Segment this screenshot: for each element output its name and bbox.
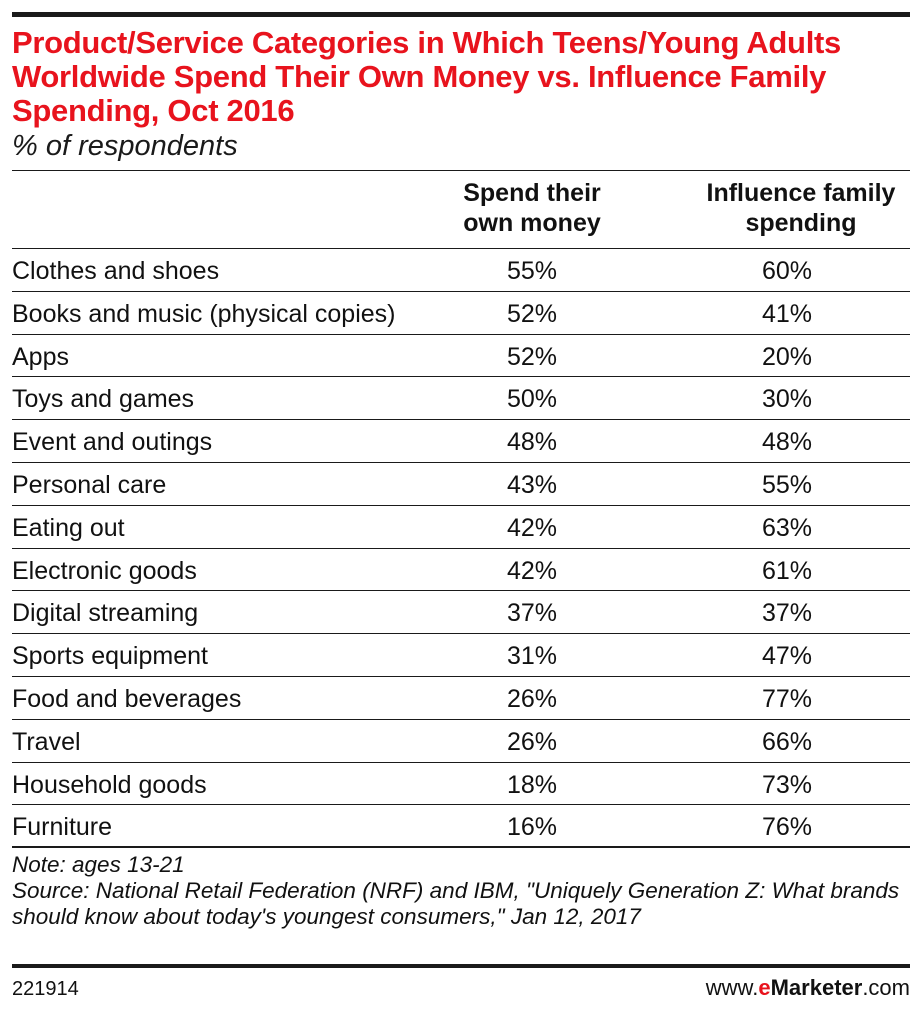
spend-value: 52%: [506, 342, 558, 371]
influence-value: 66%: [761, 727, 813, 756]
chart-id: 221914: [12, 978, 79, 1000]
spend-value: 16%: [506, 813, 558, 842]
row-label: Books and music (physical copies): [12, 299, 396, 328]
row-label: Food and beverages: [12, 684, 242, 713]
chart-frame: Product/Service Categories in Which Teen…: [12, 12, 910, 1000]
table-row: Travel 26% 66%: [12, 720, 910, 763]
row-label: Clothes and shoes: [12, 257, 220, 285]
influence-value: 76%: [761, 813, 813, 842]
influence-value: 37%: [761, 599, 813, 628]
brand-e: e: [758, 975, 771, 1000]
spend-value: 50%: [506, 385, 558, 414]
notes: Note: ages 13-21 Source: National Retail…: [12, 852, 910, 930]
table-body: Clothes and shoes 55% 60% Books and music (…: [12, 249, 910, 849]
source-text: Source: National Retail Federation (NRF)…: [12, 878, 900, 929]
spend-value: 26%: [506, 727, 558, 756]
table-row: Electronic goods 42% 61%: [12, 549, 910, 592]
table-header: Spend their own money Influence family s…: [12, 170, 910, 249]
row-label: Apps: [12, 342, 69, 371]
influence-value: 20%: [761, 342, 813, 371]
table-row: Toys and games 50% 30%: [12, 377, 910, 421]
spend-value: 18%: [506, 770, 558, 799]
influence-value: 61%: [761, 556, 813, 585]
spend-value: 26%: [506, 684, 558, 713]
table-row: Books and music (physical copies) 52% 41%: [12, 292, 910, 335]
row-label: Eating out: [12, 513, 125, 542]
row-label: Furniture: [12, 813, 113, 842]
influence-value: 63%: [761, 513, 813, 542]
top-rule: [12, 12, 910, 17]
column-header-influence: Influence family spending: [706, 179, 896, 237]
row-label: Household goods: [12, 770, 207, 799]
table-row: Event and outings 48% 48%: [12, 420, 910, 463]
influence-value: 30%: [761, 385, 813, 414]
row-label: Personal care: [12, 470, 167, 499]
spend-value: 48%: [506, 428, 558, 457]
spend-value: 52%: [506, 299, 558, 328]
chart-title: Product/Service Categories in Which Teen…: [12, 25, 841, 128]
spend-value: 31%: [506, 642, 558, 671]
influence-value: 48%: [761, 428, 813, 457]
table-row: Personal care 43% 55%: [12, 463, 910, 506]
table-row: Food and beverages 26% 77%: [12, 677, 910, 720]
spend-value: 43%: [506, 470, 558, 499]
table-row: Household goods 18% 73%: [12, 763, 910, 806]
spend-value: 42%: [506, 556, 558, 585]
column-header-spend: Spend their own money: [463, 179, 601, 237]
influence-value: 77%: [761, 684, 813, 713]
brand-prefix: www.: [705, 975, 759, 1000]
table-row: Sports equipment 31% 47%: [12, 634, 910, 677]
table-row: Clothes and shoes 55% 60%: [12, 249, 910, 292]
influence-value: 41%: [761, 299, 813, 328]
row-label: Travel: [12, 727, 81, 756]
data-table: Spend their own money Influence family s…: [12, 170, 910, 849]
row-label: Digital streaming: [12, 599, 199, 628]
influence-value: 73%: [761, 770, 813, 799]
influence-value: 55%: [761, 470, 813, 499]
chart-subtitle: % of respondents: [12, 130, 238, 162]
brand-name: Marketer: [770, 975, 863, 1000]
table-row: Furniture 16% 76%: [12, 805, 910, 849]
spend-value: 55%: [506, 257, 558, 285]
table-row: Digital streaming 37% 37%: [12, 591, 910, 635]
table-row: Apps 52% 20%: [12, 335, 910, 378]
bottom-rule: [12, 964, 910, 968]
row-label: Electronic goods: [12, 556, 197, 585]
influence-value: 60%: [761, 257, 813, 285]
row-label: Toys and games: [12, 385, 195, 414]
brand-suffix: .com: [862, 975, 910, 1000]
influence-value: 47%: [761, 642, 813, 671]
spend-value: 37%: [506, 599, 558, 628]
note-text: Note: ages 13-21: [12, 852, 185, 877]
spend-value: 42%: [506, 513, 558, 542]
brand-logo: www.eMarketer.com: [706, 975, 910, 1001]
table-row: Eating out 42% 63%: [12, 506, 910, 549]
row-label: Sports equipment: [12, 642, 208, 671]
row-label: Event and outings: [12, 428, 213, 457]
